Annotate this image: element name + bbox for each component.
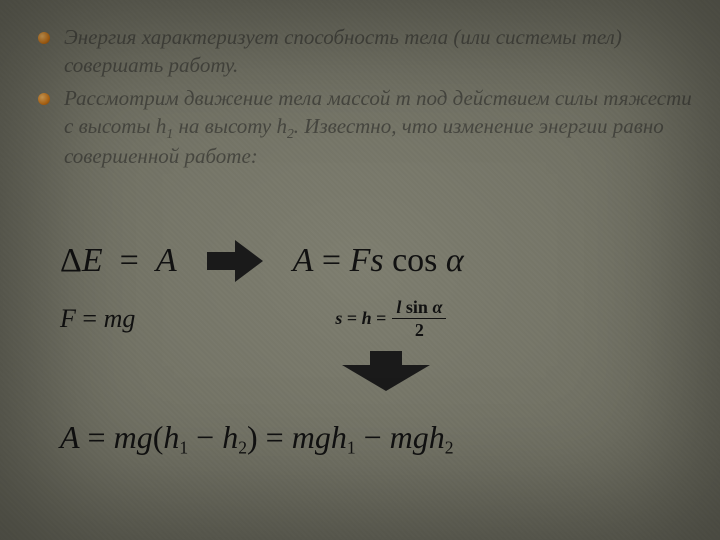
paragraph-2: Рассмотрим движение тела массой m под де… <box>64 85 692 171</box>
formula-row-2: F = mg s = h = l sin α 2 <box>60 298 680 339</box>
arrow-down-icon <box>340 349 680 393</box>
paragraph-1: Энергия характеризует способность тела (… <box>64 24 692 79</box>
formula-AFs: A = Fs cos α <box>293 242 464 280</box>
formula-area: ΔE = A A = Fs cos α F = mg s = h = l sin… <box>60 238 680 458</box>
formula-row-1: ΔE = A A = Fs cos α <box>60 238 680 284</box>
fraction-denominator: 2 <box>415 319 424 339</box>
arrow-right-icon <box>205 238 265 284</box>
formula-deltaE: ΔE = A <box>60 242 177 280</box>
formula-Fmg: F = mg <box>60 304 135 334</box>
slide-content: Энергия характеризует способность тела (… <box>38 24 692 177</box>
bullet-icon <box>38 93 50 105</box>
bullet-item: Рассмотрим движение тела массой m под де… <box>38 85 692 171</box>
bullet-icon <box>38 32 50 44</box>
bullet-item: Энергия характеризует способность тела (… <box>38 24 692 79</box>
formula-sh: s = h = l sin α 2 <box>335 298 446 339</box>
formula-final: A = mg(h1 − h2) = mgh1 − mgh2 <box>60 419 680 458</box>
